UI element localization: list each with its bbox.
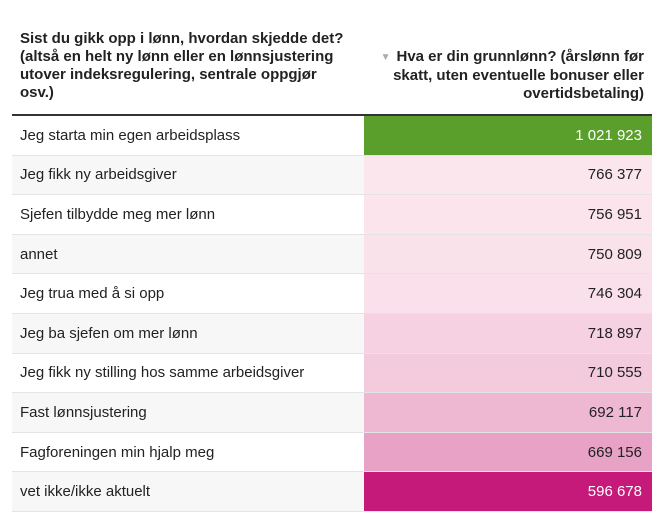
table-row: Sjefen tilbydde meg mer lønn 756 951 — [12, 195, 652, 235]
table-row: Jeg trua med å si opp 746 304 — [12, 274, 652, 314]
row-label: vet ikke/ikke aktuelt — [12, 472, 364, 511]
column-header-salary[interactable]: ▼ Hva er din grunnlønn? (årslønn før skat… — [374, 48, 644, 103]
row-value: 669 156 — [364, 432, 652, 472]
row-value: 596 678 — [364, 472, 652, 511]
table-row: vet ikke/ikke aktuelt 596 678 — [12, 472, 652, 512]
row-label: Jeg ba sjefen om mer lønn — [12, 313, 364, 353]
table-row: Fagforeningen min hjalp meg 669 156 — [12, 432, 652, 473]
table-row: Jeg starta min egen arbeidsplass 1 021 92… — [12, 116, 652, 156]
row-label: annet — [12, 234, 364, 274]
row-label: Fast lønnsjustering — [12, 393, 364, 432]
row-value: 756 951 — [364, 195, 652, 234]
row-value: 1 021 923 — [364, 116, 652, 155]
column-header-salary-label: Hva er din grunnlønn? (årslønn før skatt… — [393, 48, 644, 102]
row-value: 710 555 — [364, 353, 652, 393]
table-row: annet 750 809 — [12, 234, 652, 275]
table-body: Jeg starta min egen arbeidsplass 1 021 92… — [12, 116, 652, 512]
table-row: Fast lønnsjustering 692 117 — [12, 393, 652, 433]
salary-table: Sist du gikk opp i lønn, hvordan skjedde… — [12, 0, 652, 512]
row-label: Sjefen tilbydde meg mer lønn — [20, 205, 216, 223]
table-row: Jeg fikk ny stilling hos samme arbeidsgi… — [12, 353, 652, 394]
row-value: 692 117 — [364, 393, 652, 432]
row-label: Fagforeningen min hjalp meg — [20, 443, 215, 461]
sort-desc-icon[interactable]: ▼ — [380, 52, 391, 63]
row-label: Jeg fikk ny stilling hos samme arbeidsgi… — [20, 364, 305, 382]
row-label: Jeg fikk ny arbeidsgiver — [12, 155, 364, 195]
table-header: Sist du gikk opp i lønn, hvordan skjedde… — [12, 0, 652, 116]
row-value: 718 897 — [364, 313, 652, 353]
column-header-reason[interactable]: Sist du gikk opp i lønn, hvordan skjedde… — [20, 30, 344, 101]
row-value: 750 809 — [364, 234, 652, 274]
row-label: Jeg trua med å si opp — [20, 285, 165, 303]
row-value: 766 377 — [364, 155, 652, 195]
row-label: Jeg starta min egen arbeidsplass — [20, 126, 241, 144]
table-row: Jeg fikk ny arbeidsgiver 766 377 — [12, 155, 652, 196]
row-value: 746 304 — [364, 274, 652, 313]
table-row: Jeg ba sjefen om mer lønn 718 897 — [12, 313, 652, 354]
